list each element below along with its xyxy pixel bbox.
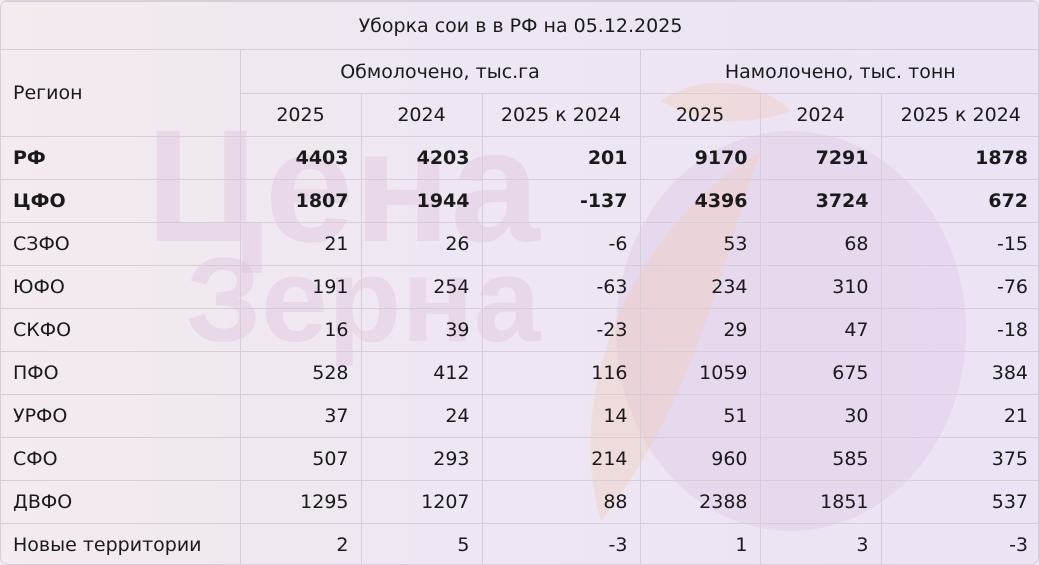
table-row: СКФО 16 39 -23 29 47 -18 — [1, 308, 1038, 352]
harvested-2024-cell: 310 — [759, 265, 882, 309]
region-cell: СФО — [1, 437, 241, 481]
table-row: ЮФО 191 254 -63 234 310 -76 — [1, 265, 1038, 309]
table-row: ЦФО 1807 1944 -137 4396 3724 672 — [1, 179, 1038, 223]
region-cell: СЗФО — [1, 222, 241, 266]
threshed-2024-cell: 412 — [360, 351, 483, 395]
region-cell: ДВФО — [1, 480, 241, 524]
table-row: РФ 4403 4203 201 9170 7291 1878 — [1, 136, 1038, 180]
harvested-2024-cell: 675 — [759, 351, 882, 395]
region-cell: УРФО — [1, 394, 241, 438]
harvested-2024-cell: 7291 — [759, 136, 882, 180]
harvested-diff-cell: 375 — [880, 437, 1038, 481]
harvested-2025-cell: 53 — [639, 222, 761, 266]
region-cell: ЦФО — [1, 179, 241, 223]
table-row: СФО 507 293 214 960 585 375 — [1, 437, 1038, 481]
harvested-2024-cell: 47 — [759, 308, 882, 352]
threshed-diff-header: 2025 к 2024 — [481, 93, 641, 137]
threshed-2024-cell: 39 — [360, 308, 483, 352]
harvested-2024-cell: 3724 — [759, 179, 882, 223]
harvested-diff-cell: -76 — [880, 265, 1038, 309]
table-row: УРФО 37 24 14 51 30 21 — [1, 394, 1038, 438]
threshed-diff-cell: 88 — [481, 480, 641, 524]
harvested-2025-cell: 2388 — [639, 480, 761, 524]
threshed-2024-cell: 254 — [360, 265, 483, 309]
harvested-year-header-2024: 2024 — [759, 93, 882, 137]
threshed-2025-cell: 1807 — [239, 179, 362, 223]
table-row: Новые территории 2 5 -3 1 3 -3 — [1, 523, 1038, 564]
threshed-2025-cell: 37 — [239, 394, 362, 438]
harvested-2024-cell: 68 — [759, 222, 882, 266]
harvested-diff-cell: 537 — [880, 480, 1038, 524]
harvested-2025-cell: 1 — [639, 523, 761, 564]
threshed-2024-cell: 26 — [360, 222, 483, 266]
threshed-2024-cell: 1207 — [360, 480, 483, 524]
threshed-2025-cell: 21 — [239, 222, 362, 266]
harvested-2025-cell: 234 — [639, 265, 761, 309]
harvested-diff-cell: 21 — [880, 394, 1038, 438]
threshed-2024-cell: 5 — [360, 523, 483, 564]
harvested-2025-cell: 9170 — [639, 136, 761, 180]
threshed-diff-cell: 116 — [481, 351, 641, 395]
harvested-2024-cell: 30 — [759, 394, 882, 438]
harvested-2024-cell: 585 — [759, 437, 882, 481]
threshed-2025-cell: 507 — [239, 437, 362, 481]
region-cell: Новые территории — [1, 523, 241, 564]
table-row: ПФО 528 412 116 1059 675 384 — [1, 351, 1038, 395]
harvested-group-header: Намолочено, тыс. тонн — [639, 49, 1038, 94]
threshed-2025-cell: 528 — [239, 351, 362, 395]
threshed-group-header: Обмолочено, тыс.га — [239, 49, 641, 94]
threshed-diff-cell: -3 — [481, 523, 641, 564]
threshed-2024-cell: 1944 — [360, 179, 483, 223]
table-row: СЗФО 21 26 -6 53 68 -15 — [1, 222, 1038, 266]
harvested-2024-cell: 1851 — [759, 480, 882, 524]
harvested-diff-cell: -3 — [880, 523, 1038, 564]
threshed-diff-cell: 14 — [481, 394, 641, 438]
harvested-2025-cell: 960 — [639, 437, 761, 481]
harvested-diff-cell: 1878 — [880, 136, 1038, 180]
threshed-diff-cell: 214 — [481, 437, 641, 481]
harvested-diff-cell: -18 — [880, 308, 1038, 352]
threshed-2025-cell: 1295 — [239, 480, 362, 524]
threshed-diff-cell: -137 — [481, 179, 641, 223]
region-cell: РФ — [1, 136, 241, 180]
region-column-header: Регион — [1, 49, 241, 137]
threshed-2024-cell: 24 — [360, 394, 483, 438]
region-cell: СКФО — [1, 308, 241, 352]
harvested-2024-cell: 3 — [759, 523, 882, 564]
harvested-diff-cell: 384 — [880, 351, 1038, 395]
threshed-2024-cell: 293 — [360, 437, 483, 481]
harvested-year-header-2025: 2025 — [639, 93, 761, 137]
threshed-diff-cell: -6 — [481, 222, 641, 266]
table-title: Уборка сои в в РФ на 05.12.2025 — [1, 1, 1038, 50]
threshed-diff-cell: -63 — [481, 265, 641, 309]
harvested-diff-header: 2025 к 2024 — [880, 93, 1038, 137]
harvested-2025-cell: 51 — [639, 394, 761, 438]
threshed-2025-cell: 4403 — [239, 136, 362, 180]
harvested-2025-cell: 1059 — [639, 351, 761, 395]
harvested-diff-cell: 672 — [880, 179, 1038, 223]
threshed-2025-cell: 2 — [239, 523, 362, 564]
threshed-2025-cell: 16 — [239, 308, 362, 352]
threshed-2024-cell: 4203 — [360, 136, 483, 180]
threshed-year-header-2024: 2024 — [360, 93, 483, 137]
harvested-diff-cell: -15 — [880, 222, 1038, 266]
threshed-diff-cell: 201 — [481, 136, 641, 180]
threshed-diff-cell: -23 — [481, 308, 641, 352]
harvested-2025-cell: 4396 — [639, 179, 761, 223]
region-cell: ПФО — [1, 351, 241, 395]
harvested-2025-cell: 29 — [639, 308, 761, 352]
region-cell: ЮФО — [1, 265, 241, 309]
threshed-year-header-2025: 2025 — [240, 93, 362, 137]
threshed-2025-cell: 191 — [239, 265, 362, 309]
table-row: ДВФО 1295 1207 88 2388 1851 537 — [1, 480, 1038, 524]
